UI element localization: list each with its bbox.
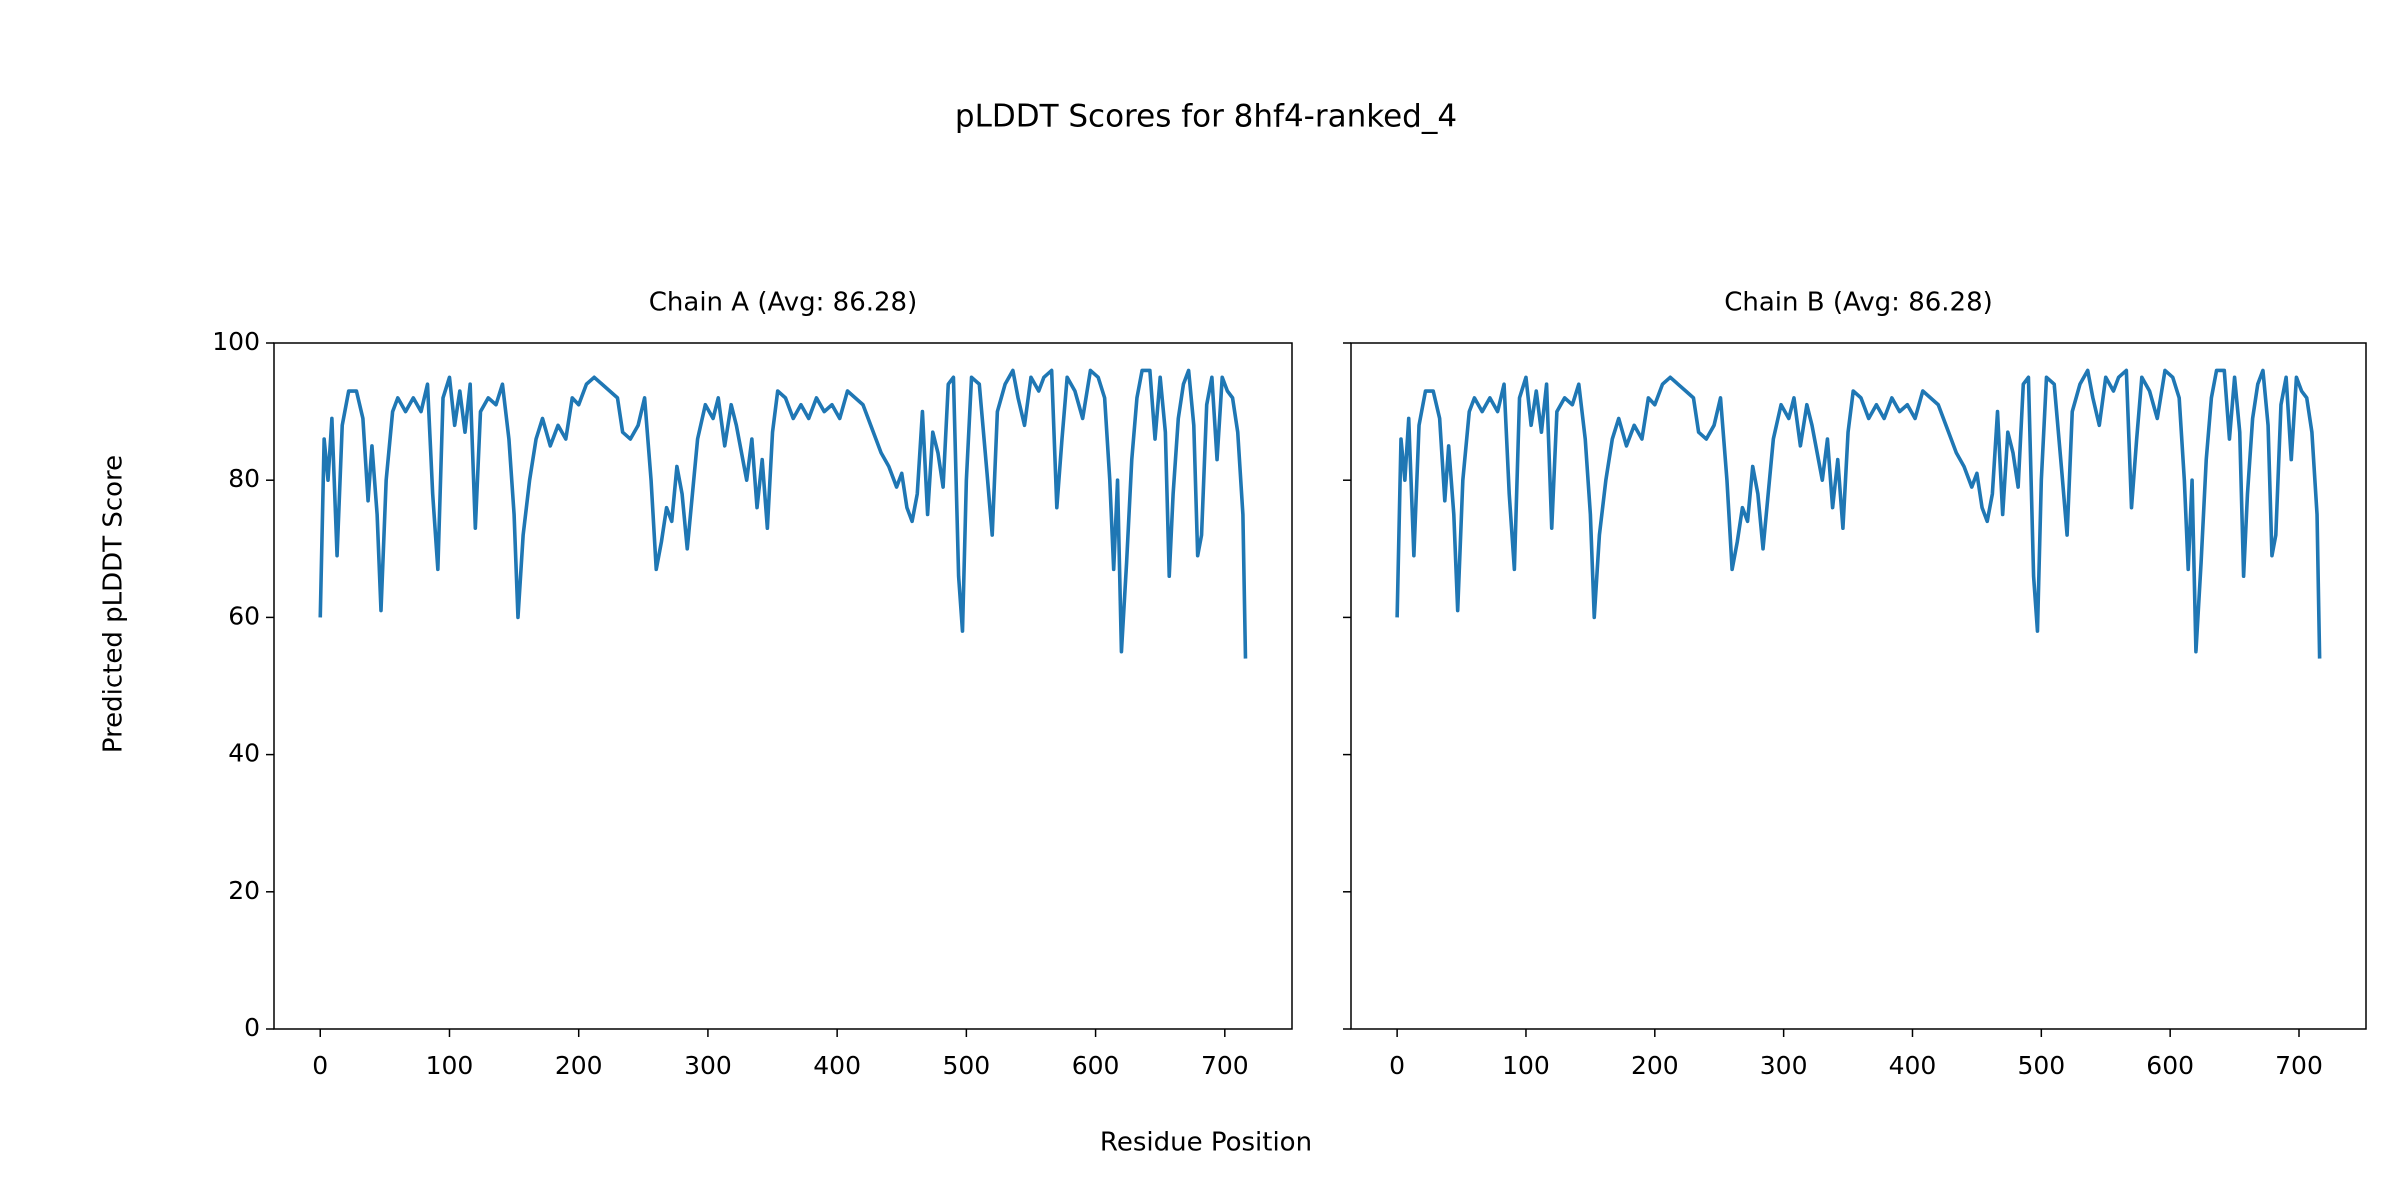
x-tick-label: 300 [684, 1051, 732, 1080]
y-axis-label: Predicted pLDDT Score [99, 455, 129, 753]
x-tick-label: 500 [2017, 1051, 2065, 1080]
x-tick-label: 0 [312, 1051, 328, 1080]
x-tick-label: 200 [1631, 1051, 1679, 1080]
plot-frame [273, 342, 1293, 1030]
y-tick-label: 40 [228, 739, 260, 768]
x-tick-label: 700 [1201, 1051, 1249, 1080]
plddt-line [318, 368, 1248, 659]
plddt-line [1395, 368, 2322, 659]
x-tick-label: 200 [555, 1051, 603, 1080]
x-tick-label: 700 [2275, 1051, 2323, 1080]
x-tick-label: 100 [426, 1051, 474, 1080]
subplot-title: Chain A (Avg: 86.28) [649, 288, 917, 318]
x-tick-label: 600 [2146, 1051, 2194, 1080]
y-tick-label: 80 [228, 464, 260, 493]
x-tick-label: 400 [1889, 1051, 1937, 1080]
x-tick-label: 400 [813, 1051, 861, 1080]
y-tick-label: 0 [244, 1013, 260, 1042]
x-tick-label: 100 [1502, 1051, 1550, 1080]
figure-title: pLDDT Scores for 8hf4-ranked_4 [955, 99, 1457, 135]
y-tick-label: 60 [228, 601, 260, 630]
subplot-title: Chain B (Avg: 86.28) [1724, 288, 1993, 318]
x-axis-label: Residue Position [1100, 1128, 1312, 1158]
y-tick-label: 20 [228, 876, 260, 905]
x-tick-label: 0 [1389, 1051, 1405, 1080]
x-tick-label: 600 [1072, 1051, 1120, 1080]
plot-frame [1350, 342, 2367, 1030]
y-tick-label: 100 [212, 327, 260, 356]
x-tick-label: 300 [1760, 1051, 1808, 1080]
x-tick-label: 500 [943, 1051, 991, 1080]
